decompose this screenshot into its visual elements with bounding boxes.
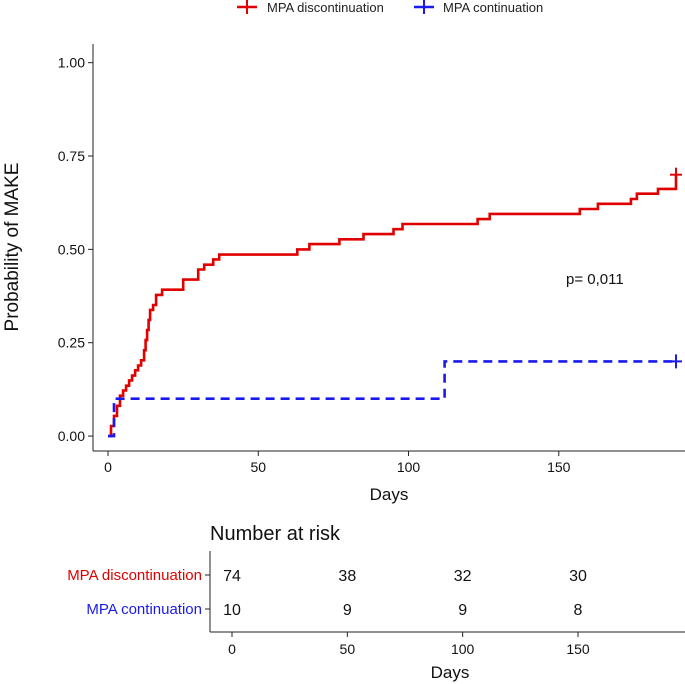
y-axis-label: Probability of MAKE — [2, 163, 23, 332]
series-line-continuation — [108, 360, 676, 438]
censor-mark-discontinuation — [669, 167, 682, 182]
risk-cell: 32 — [454, 568, 472, 585]
main-plot: 0.00 0.25 0.50 0.75 1.00 0 50 100 150 Probabili… — [2, 44, 685, 504]
series-layer — [108, 167, 682, 438]
legend-item-continuation: MPA continuation — [414, 0, 543, 15]
risk-table-x-label: Days — [431, 663, 470, 682]
x-tick-label: 100 — [397, 459, 421, 475]
risk-cell: 74 — [223, 568, 241, 585]
censor-mark-continuation — [669, 354, 682, 369]
x-tick-label: 50 — [250, 459, 266, 475]
y-ticks: 0.00 0.25 0.50 0.75 1.00 — [58, 55, 93, 444]
risk-row-label: MPA discontinuation — [67, 567, 202, 584]
risk-table-title: Number at risk — [210, 523, 341, 545]
x-tick-label: 0 — [104, 459, 112, 475]
y-tick-label: 1.00 — [58, 55, 85, 71]
risk-x-ticks: 0 50 100 150 — [228, 632, 590, 657]
x-tick-label: 150 — [547, 459, 571, 475]
x-axis-label: Days — [370, 485, 409, 504]
y-tick-label: 0.00 — [58, 428, 85, 444]
risk-cell: 9 — [458, 602, 467, 619]
risk-cell: 9 — [343, 602, 352, 619]
risk-cell: 8 — [574, 602, 583, 619]
risk-cell: 10 — [223, 602, 241, 619]
legend-label-discontinuation: MPA discontinuation — [267, 0, 384, 15]
y-tick-label: 0.75 — [58, 148, 85, 164]
risk-x-tick-label: 150 — [566, 641, 590, 657]
risk-x-tick-label: 0 — [228, 641, 236, 657]
legend-item-discontinuation: MPA discontinuation — [237, 0, 384, 15]
series-line-discontinuation — [108, 174, 678, 438]
risk-x-tick-label: 100 — [451, 641, 475, 657]
risk-rows: MPA discontinuation 74 38 32 30 MPA continuat… — [67, 567, 587, 619]
legend-label-continuation: MPA continuation — [443, 0, 543, 15]
p-value-annotation: p= 0,011 — [566, 271, 624, 288]
y-tick-label: 0.25 — [58, 335, 85, 351]
x-ticks: 0 50 100 150 — [104, 451, 571, 475]
risk-row-label: MPA continuation — [86, 601, 202, 618]
risk-cell: 30 — [569, 568, 587, 585]
legend: MPA discontinuation MPA continuation — [237, 0, 543, 15]
risk-x-tick-label: 50 — [340, 641, 356, 657]
y-tick-label: 0.50 — [58, 241, 85, 257]
risk-table: Number at risk MPA discontinuation 74 38 32… — [67, 523, 685, 682]
risk-cell: 38 — [338, 568, 356, 585]
